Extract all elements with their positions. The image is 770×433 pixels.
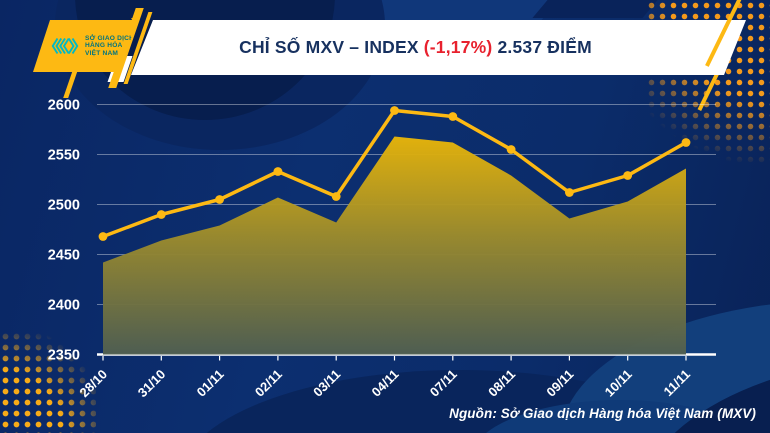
x-axis-label: 08/11 — [485, 367, 518, 400]
y-axis-label: 2550 — [48, 148, 80, 164]
logo-line-1: SỞ GIAO DỊCH — [85, 34, 135, 42]
data-point-marker — [215, 195, 225, 204]
y-axis-label: 2500 — [48, 198, 80, 214]
data-point-marker — [98, 232, 108, 241]
y-axis-label: 2400 — [48, 298, 80, 314]
data-point-marker — [273, 167, 283, 176]
data-point-marker — [565, 188, 574, 197]
x-axis-label: 07/11 — [427, 367, 460, 400]
x-axis-label: 04/11 — [369, 367, 402, 400]
x-axis-label: 01/11 — [194, 367, 227, 400]
x-axis-label: 02/11 — [252, 367, 285, 400]
x-axis-label: 31/10 — [135, 367, 169, 401]
area-fill — [103, 136, 686, 355]
x-axis-label: 09/11 — [543, 367, 576, 400]
data-point-marker — [156, 210, 166, 219]
logo-text: SỞ GIAO DỊCH HÀNG HÓA VIỆT NAM — [85, 35, 134, 58]
title-banner: CHỈ SỐ MXV – INDEX (-1,17%) 2.537 ĐIỂM — [131, 20, 746, 75]
y-axis-label: 2350 — [48, 348, 80, 364]
x-axis-label: 10/11 — [602, 367, 635, 400]
logo-line-2: HÀNG HÓA — [85, 42, 123, 50]
x-axis-label: 03/11 — [310, 367, 343, 400]
data-point-marker — [331, 192, 341, 201]
data-point-marker — [506, 145, 516, 154]
y-axis-label: 2450 — [48, 248, 80, 264]
title-index-value: 2.537 ĐIỂM — [497, 37, 592, 57]
x-axis-label: 28/10 — [77, 367, 111, 401]
trademark-symbol: TM — [131, 18, 139, 24]
halftone-dots-bottom-left — [0, 331, 96, 433]
data-point-marker — [681, 138, 691, 147]
data-point-marker — [448, 112, 458, 121]
y-axis-label: 2600 — [48, 98, 80, 114]
data-point-marker — [390, 106, 399, 115]
source-caption: Nguồn: Sở Giao dịch Hàng hóa Việt Nam (M… — [449, 406, 756, 421]
title-text: CHỈ SỐ MXV – INDEX — [239, 37, 419, 57]
title-change-percent: (-1,17%) — [423, 37, 493, 57]
x-axis-label: 11/11 — [661, 367, 694, 400]
logo-line-3: VIỆT NAM — [85, 49, 119, 57]
data-point-marker — [623, 171, 633, 180]
page-title: CHỈ SỐ MXV – INDEX (-1,17%) 2.537 ĐIỂM — [239, 37, 638, 58]
mxv-logo: SỞ GIAO DỊCH HÀNG HÓA VIỆT NAM — [33, 20, 137, 72]
mxv-chevrons-icon — [49, 35, 81, 57]
